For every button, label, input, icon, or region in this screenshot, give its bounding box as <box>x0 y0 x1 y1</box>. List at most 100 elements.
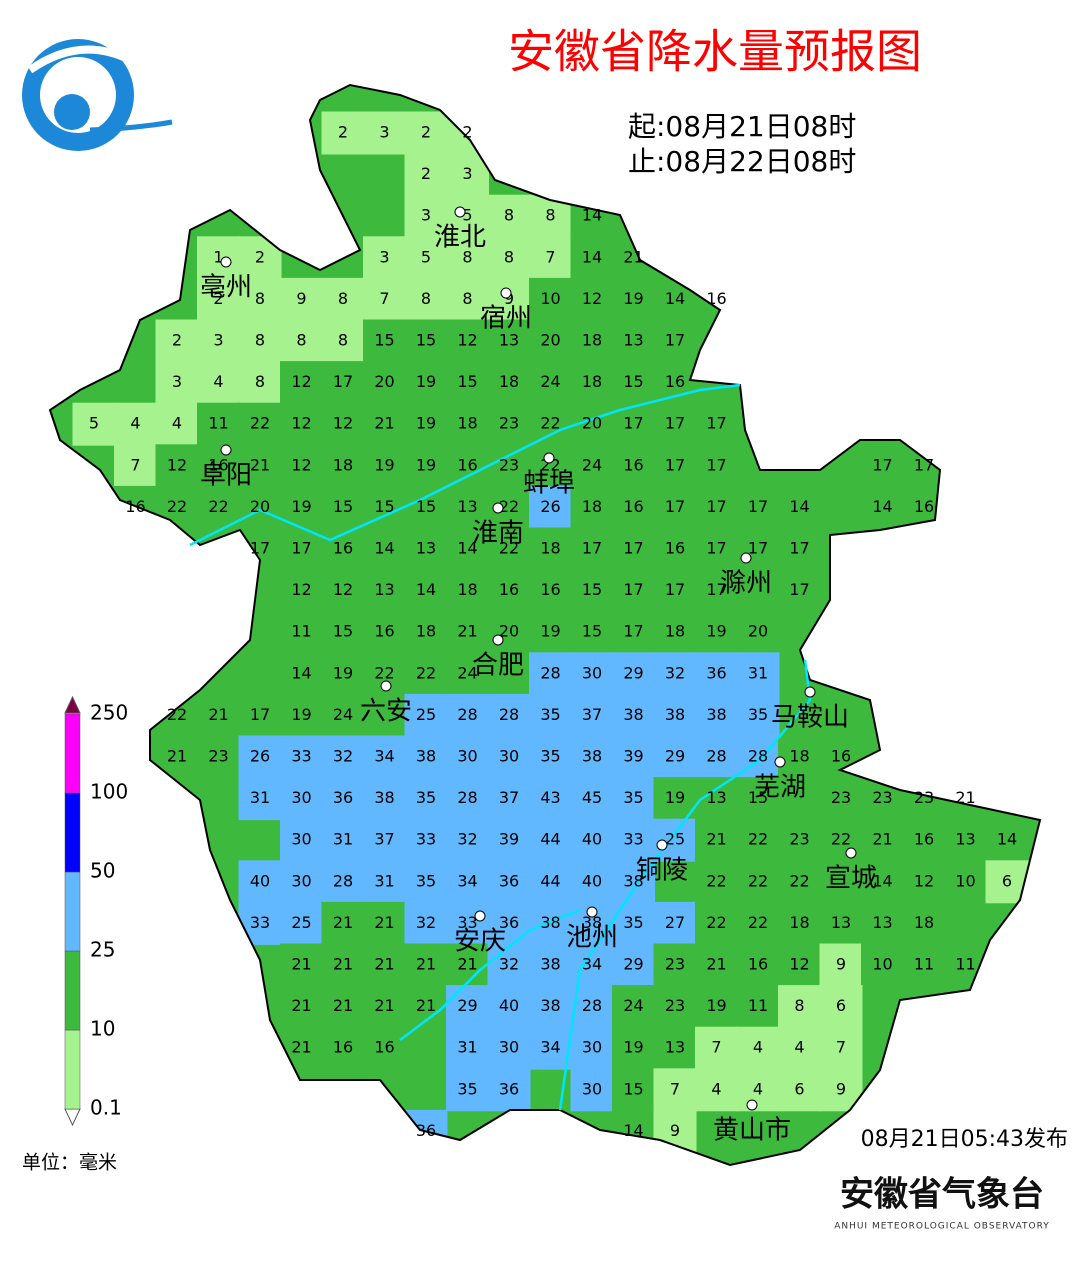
rain-cell <box>529 777 572 821</box>
rain-cell <box>529 236 572 280</box>
grid-value: 30 <box>499 1038 519 1057</box>
rain-cell <box>487 610 531 654</box>
rain-cell <box>736 693 780 737</box>
rain-cell <box>280 901 323 945</box>
rain-cell <box>404 402 448 446</box>
grid-value: 17 <box>291 539 311 558</box>
grid-value: 16 <box>374 1038 394 1057</box>
grid-value: 14 <box>872 871 892 890</box>
grid-value: 16 <box>208 455 228 474</box>
rain-cell <box>612 485 655 529</box>
grid-value: 36 <box>499 913 519 932</box>
city-dot <box>492 634 504 646</box>
rain-cell <box>736 527 780 571</box>
rain-cell <box>363 444 406 488</box>
grid-value: 6 <box>794 1079 804 1098</box>
grid-value: 28 <box>748 747 768 766</box>
grid-value: 43 <box>540 788 560 807</box>
rain-cell <box>653 444 697 488</box>
grid-value: 21 <box>250 455 270 474</box>
rain-cell <box>487 735 531 779</box>
grid-value: 22 <box>706 913 726 932</box>
rain-cell <box>612 277 655 321</box>
rain-cell <box>819 943 863 987</box>
rain-cell <box>487 444 531 488</box>
rain-cell <box>280 985 323 1029</box>
grid-value: 16 <box>665 372 685 391</box>
grid-value: 17 <box>706 539 726 558</box>
rain-cell <box>861 901 904 945</box>
grid-value: 13 <box>499 331 519 350</box>
grid-value: 38 <box>374 788 394 807</box>
grid-value: 35 <box>457 1079 477 1098</box>
rain-cell <box>612 1026 655 1070</box>
rain-cell <box>363 236 406 280</box>
rain-cell <box>363 860 406 904</box>
grid-value: 38 <box>582 747 602 766</box>
grid-value: 22 <box>208 497 228 516</box>
rain-cell <box>570 735 614 779</box>
rain-cell <box>695 985 738 1029</box>
rain-cell <box>653 569 697 613</box>
grid-value: 24 <box>540 372 560 391</box>
city-label: 亳州 <box>200 273 252 303</box>
grid-value: 19 <box>706 996 726 1015</box>
rain-cell <box>280 569 323 613</box>
grid-value: 17 <box>706 580 726 599</box>
grid-value: 17 <box>665 331 685 350</box>
grid-value: 9 <box>504 289 514 308</box>
rain-cell <box>238 860 282 904</box>
rain-cell <box>404 777 448 821</box>
rain-cell <box>404 194 448 238</box>
rain-cell <box>404 901 448 945</box>
rain-cell <box>778 818 821 862</box>
grid-value: 20 <box>499 622 519 641</box>
rain-cell <box>114 444 157 488</box>
rain-cell <box>238 277 282 321</box>
rain-cell <box>321 860 365 904</box>
rain-cell <box>570 1026 614 1070</box>
rain-cell <box>861 943 904 987</box>
grid-value: 21 <box>333 955 353 974</box>
city-label: 合肥 <box>472 651 524 681</box>
grid-value: 31 <box>250 788 270 807</box>
city-dot <box>845 847 857 859</box>
rain-cell <box>612 693 655 737</box>
grid-value: 20 <box>374 372 394 391</box>
rain-cell <box>197 485 240 529</box>
rain-cell <box>404 236 448 280</box>
grid-value: 16 <box>831 747 851 766</box>
grid-value: 24 <box>623 996 643 1015</box>
grid-value: 23 <box>665 955 685 974</box>
grid-value: 17 <box>706 455 726 474</box>
rain-cell <box>612 610 655 654</box>
grid-value: 3 <box>172 372 182 391</box>
grid-value: 15 <box>582 580 602 599</box>
grid-value: 15 <box>457 372 477 391</box>
grid-value: 12 <box>333 580 353 599</box>
rain-cell <box>280 943 323 987</box>
grid-value: 31 <box>748 663 768 682</box>
grid-value: 12 <box>789 955 809 974</box>
start-time: 起:08月21日08时 <box>628 110 856 143</box>
rain-cell <box>529 444 572 488</box>
rain-cell <box>487 194 531 238</box>
rain-cell <box>363 402 406 446</box>
grid-value: 15 <box>333 497 353 516</box>
rain-cell <box>529 1026 572 1070</box>
grid-value: 12 <box>333 414 353 433</box>
rain-cell <box>487 319 531 363</box>
rain-cell <box>819 985 863 1029</box>
grid-value: 40 <box>582 871 602 890</box>
rain-cell <box>487 236 531 280</box>
rain-cell <box>446 943 489 987</box>
grid-value: 22 <box>706 871 726 890</box>
rain-cell <box>778 1026 821 1070</box>
rain-cell <box>778 569 821 613</box>
rain-cell <box>446 818 489 862</box>
grid-value: 20 <box>250 497 270 516</box>
grid-value: 17 <box>872 455 892 474</box>
grid-value: 18 <box>582 331 602 350</box>
grid-value: 17 <box>665 414 685 433</box>
